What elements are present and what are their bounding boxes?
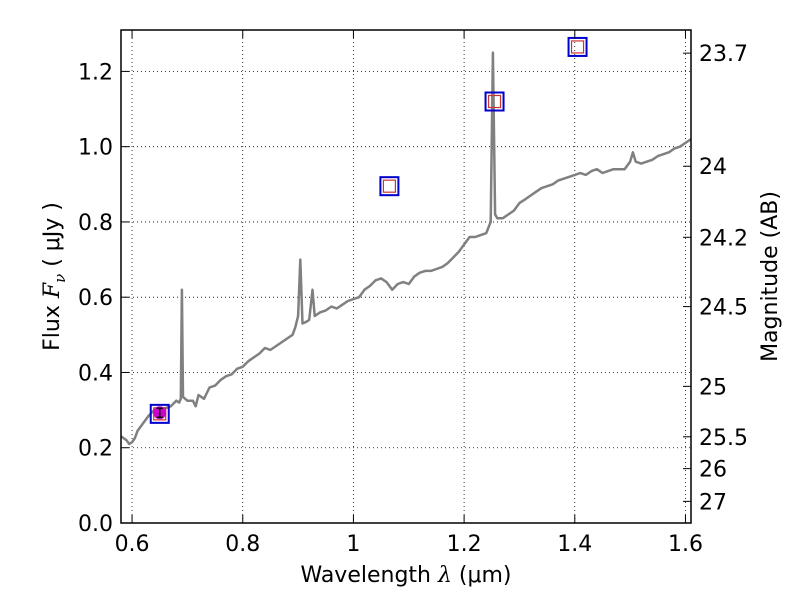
- y-tick-label: 1.0: [78, 136, 113, 161]
- y2-axis-label: Magnitude (AB): [758, 191, 783, 362]
- photometry-square-inner: [382, 179, 396, 193]
- y2-tick-label: 26: [699, 458, 727, 483]
- photometry-square-inner: [570, 40, 585, 54]
- photometry-square-outer: [149, 403, 170, 424]
- y2-tick-label: 24.2: [699, 226, 748, 251]
- y-tick-label: 0.0: [78, 512, 113, 537]
- x-tick-label: 0.8: [225, 532, 260, 557]
- plot-area: [121, 36, 691, 446]
- y-tick-label: 1.2: [78, 60, 113, 85]
- photometry-square-outer: [484, 91, 505, 112]
- photometry-square-outer: [567, 36, 588, 57]
- photometry-square-inner: [487, 94, 502, 109]
- plot-frame: [120, 29, 692, 524]
- y2-tick-label: 24: [699, 155, 727, 180]
- y2-tick-label: 25: [699, 375, 727, 400]
- y-tick-label: 0.6: [78, 286, 113, 311]
- y-tick-label: 0.8: [78, 211, 113, 236]
- spectrum-line: [121, 51, 691, 446]
- x-tick-label: 1: [346, 532, 360, 557]
- x-tick-label: 1.6: [668, 532, 703, 557]
- x-tick-label: 1.2: [447, 532, 482, 557]
- axis-ticks: 0.6 0.8 1 1.2 1.4 1.6 0.0 0.2 0.4 0.6 0.8 1.0 1.2 23.…: [78, 30, 748, 557]
- y-tick-label: 0.2: [78, 437, 113, 462]
- x-tick-label: 1.4: [557, 532, 592, 557]
- x-tick-label: 0.6: [115, 532, 150, 557]
- photometry-square-outer: [379, 176, 400, 197]
- y2-tick-label: 24.5: [699, 296, 748, 321]
- y-axis-label: Flux Fν ( μJy ): [40, 202, 69, 351]
- y2-tick-label: 23.7: [699, 42, 748, 67]
- y2-tick-label: 27: [699, 490, 727, 515]
- y-tick-label: 0.4: [78, 361, 113, 386]
- grid-lines: [121, 30, 691, 523]
- y2-tick-label: 25.5: [699, 426, 748, 451]
- x-axis-label: Wavelength λ (μm): [300, 563, 511, 588]
